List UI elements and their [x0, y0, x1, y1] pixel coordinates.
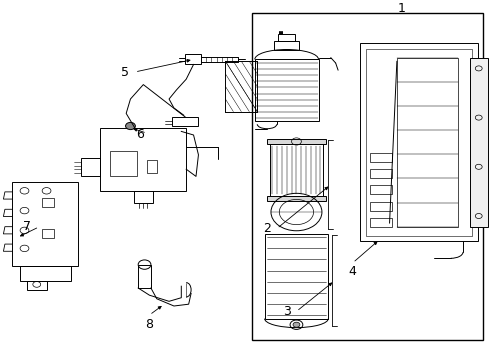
Bar [81, 158, 100, 176]
Text: 1: 1 [398, 3, 406, 15]
Bar [133, 191, 153, 203]
Text: 6: 6 [136, 129, 144, 141]
Bar [370, 153, 392, 162]
Bar [278, 34, 295, 41]
Bar [42, 198, 54, 207]
Text: 8: 8 [146, 318, 153, 330]
Bar [267, 196, 326, 201]
Bar [267, 139, 326, 144]
Bar [110, 151, 137, 176]
Bar [147, 160, 157, 173]
Bar [172, 117, 198, 126]
Circle shape [293, 322, 300, 327]
Bar [265, 234, 328, 319]
Bar [100, 128, 186, 191]
Text: 3: 3 [283, 305, 291, 318]
Bar [255, 59, 318, 121]
Bar [470, 58, 488, 227]
Bar [27, 281, 47, 290]
Circle shape [125, 122, 135, 130]
Bar [270, 144, 323, 196]
Bar [370, 218, 392, 227]
Bar [138, 265, 151, 288]
Bar [274, 41, 299, 50]
Bar [201, 57, 238, 62]
Bar [370, 185, 392, 194]
Text: 5: 5 [121, 66, 129, 78]
Bar [370, 169, 392, 178]
Bar [20, 266, 71, 281]
Bar [42, 229, 54, 238]
Text: 4: 4 [349, 265, 357, 278]
Text: 7: 7 [23, 220, 31, 233]
Bar [397, 58, 458, 227]
Bar [366, 49, 472, 236]
Bar [370, 202, 392, 211]
Text: 2: 2 [263, 222, 271, 235]
Bar [252, 13, 483, 340]
Bar [360, 43, 478, 241]
Bar [12, 182, 78, 266]
Bar [185, 54, 201, 64]
